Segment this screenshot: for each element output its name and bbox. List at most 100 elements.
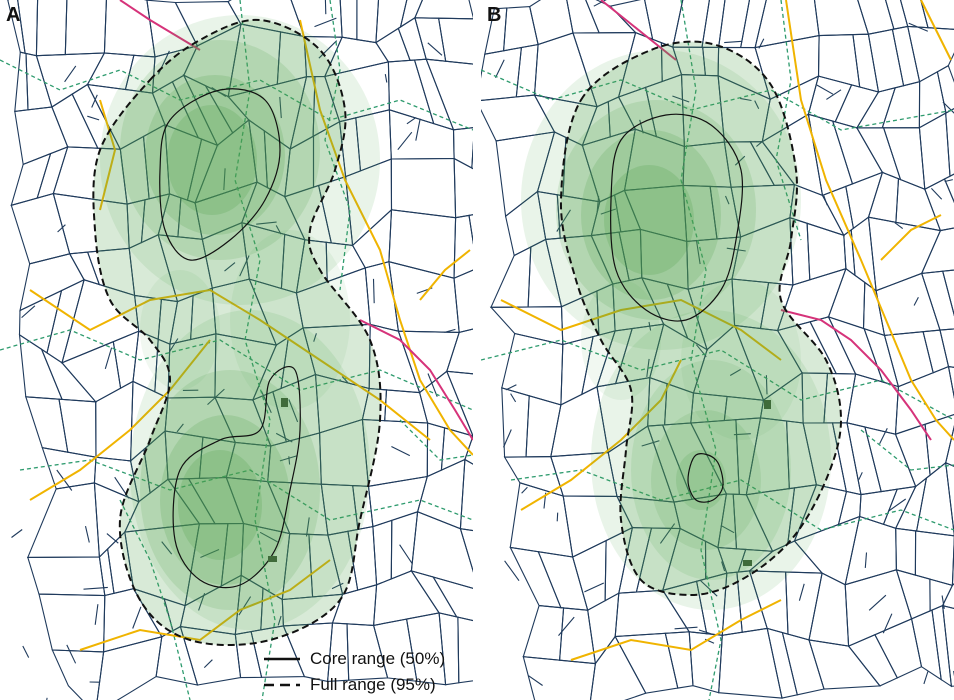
field-parcel xyxy=(895,569,931,620)
field-parcel xyxy=(874,618,923,679)
field-boundary xyxy=(22,645,30,658)
field-boundary xyxy=(21,305,36,319)
footpath xyxy=(19,459,473,521)
field-parcel xyxy=(390,157,457,219)
field-parcel xyxy=(885,0,909,30)
field-boundary xyxy=(504,560,520,582)
field-boundary xyxy=(695,239,701,265)
field-parcel xyxy=(846,422,882,496)
field-boundary xyxy=(733,433,751,436)
core-range-outline xyxy=(159,88,281,261)
building-marker xyxy=(268,556,277,562)
minor-road xyxy=(299,19,473,456)
legend-core: Core range (50%) xyxy=(262,646,445,672)
field-parcel xyxy=(58,398,97,458)
footpath xyxy=(775,0,802,241)
footpaths xyxy=(0,0,473,700)
footpath xyxy=(481,339,954,421)
field-boundary xyxy=(823,195,828,206)
density-layer xyxy=(140,270,220,390)
field-boundary xyxy=(659,523,676,544)
field-boundary xyxy=(132,606,142,629)
field-parcel xyxy=(103,0,156,58)
field-boundary xyxy=(721,525,735,534)
footpath xyxy=(860,429,954,471)
footpath xyxy=(481,69,954,131)
field-parcel xyxy=(939,328,954,368)
field-parcel xyxy=(414,0,473,20)
footpath xyxy=(0,329,473,411)
minor-road xyxy=(920,0,952,61)
footpath xyxy=(510,469,954,531)
footpath xyxy=(399,419,473,461)
field-boundary xyxy=(11,529,23,538)
field-parcel xyxy=(529,0,574,46)
legend: Core range (50%) Full range (95%) xyxy=(262,646,445,698)
field-parcel xyxy=(14,106,69,166)
field-boundary xyxy=(211,86,227,98)
field-boundary xyxy=(223,168,226,191)
map-panel-a: A Core range (50%) Full range (95%) xyxy=(0,0,473,700)
range-contours xyxy=(92,18,382,647)
field-parcel xyxy=(918,70,947,129)
major-road xyxy=(359,319,473,441)
footpath xyxy=(324,0,351,291)
field-boundary xyxy=(239,255,250,277)
field-parcel xyxy=(51,93,99,149)
field-boundary xyxy=(724,40,743,44)
field-parcel xyxy=(452,127,473,169)
field-boundary xyxy=(528,675,543,686)
full-range-outline xyxy=(559,40,843,597)
field-parcel xyxy=(41,446,97,490)
field-parcel xyxy=(945,107,954,178)
field-parcel xyxy=(445,370,473,438)
legend-full: Full range (95%) xyxy=(262,672,445,698)
major-road xyxy=(780,309,932,441)
field-parcel xyxy=(589,635,647,700)
field-boundary xyxy=(318,40,338,59)
field-boundary xyxy=(672,95,690,103)
field-parcel xyxy=(947,365,954,399)
field-parcel xyxy=(457,616,473,684)
field-parcel xyxy=(397,16,427,61)
field-boundary xyxy=(826,89,842,100)
density-layer xyxy=(521,50,801,350)
field-parcel xyxy=(918,112,951,191)
field-parcel xyxy=(807,113,854,197)
field-parcel xyxy=(388,109,455,160)
field-boundary xyxy=(57,224,66,233)
building-marker xyxy=(764,400,771,409)
minor-road xyxy=(785,0,954,441)
field-parcel xyxy=(920,227,954,275)
field-parcel xyxy=(881,80,921,129)
core-range-outline xyxy=(687,453,724,503)
field-boundary xyxy=(427,42,443,56)
field-boundary xyxy=(941,595,945,609)
field-boundary xyxy=(200,548,220,559)
field-parcel xyxy=(339,0,358,41)
field-parcel xyxy=(388,260,460,333)
field-boundary xyxy=(91,94,98,108)
field-boundary xyxy=(521,486,528,494)
field-boundary xyxy=(399,544,413,564)
field-boundary xyxy=(648,321,652,331)
field-boundary xyxy=(699,579,718,597)
field-parcel xyxy=(27,556,106,597)
field-parcel xyxy=(425,58,473,131)
field-parcel xyxy=(894,365,954,435)
field-boundary xyxy=(391,446,411,457)
field-boundary xyxy=(313,333,317,342)
field-parcel xyxy=(891,25,921,87)
field-boundary xyxy=(372,278,375,304)
field-boundary xyxy=(176,423,184,433)
panel-label-a: A xyxy=(6,4,21,26)
field-parcel xyxy=(827,267,866,330)
field-boundary xyxy=(275,432,293,443)
field-parcel xyxy=(388,209,457,279)
field-parcel xyxy=(387,59,435,125)
field-boundary xyxy=(279,96,282,119)
field-boundary xyxy=(384,74,388,83)
field-boundary xyxy=(674,626,698,630)
field-parcel xyxy=(808,639,881,690)
minor-road xyxy=(99,99,117,211)
